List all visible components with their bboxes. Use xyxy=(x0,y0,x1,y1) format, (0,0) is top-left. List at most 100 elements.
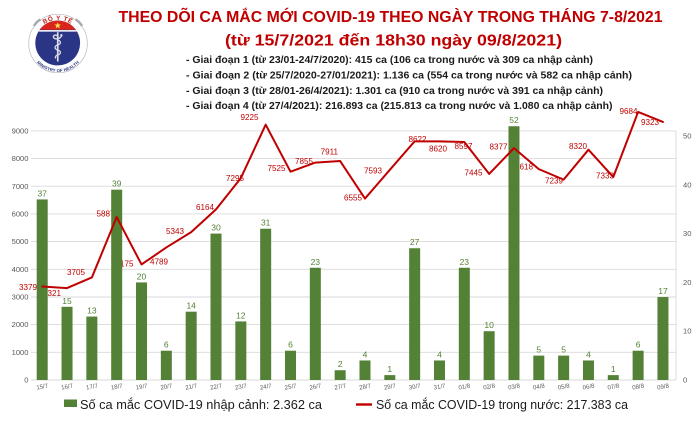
svg-text:1: 1 xyxy=(611,364,616,374)
svg-text:5343: 5343 xyxy=(166,227,185,236)
svg-text:7333: 7333 xyxy=(596,172,615,181)
svg-text:6164: 6164 xyxy=(196,203,215,212)
svg-text:39: 39 xyxy=(112,179,122,189)
svg-text:3321: 3321 xyxy=(43,289,62,298)
svg-text:06/8: 06/8 xyxy=(582,383,595,392)
svg-text:7525: 7525 xyxy=(267,164,286,173)
svg-text:08/8: 08/8 xyxy=(632,383,645,392)
svg-text:8377: 8377 xyxy=(489,143,508,152)
svg-text:03/8: 03/8 xyxy=(508,383,521,392)
svg-text:8622: 8622 xyxy=(408,135,427,144)
svg-text:4: 4 xyxy=(437,350,442,360)
svg-text:4175: 4175 xyxy=(115,260,134,269)
svg-text:07/8: 07/8 xyxy=(607,383,620,392)
svg-text:4: 4 xyxy=(363,350,368,360)
svg-text:6000: 6000 xyxy=(12,210,29,219)
svg-text:6: 6 xyxy=(288,340,293,350)
svg-text:7593: 7593 xyxy=(364,167,383,176)
svg-text:9000: 9000 xyxy=(12,127,29,136)
svg-text:- Giai đoạn 1 (từ 23/01-24/7/2: - Giai đoạn 1 (từ 23/01-24/7/2020): 415 … xyxy=(186,54,593,66)
svg-text:4789: 4789 xyxy=(150,258,169,267)
svg-text:1: 1 xyxy=(387,364,392,374)
svg-text:9684: 9684 xyxy=(619,107,638,116)
svg-text:52: 52 xyxy=(509,115,519,125)
svg-text:(từ 15/7/2021 đến 18h30 ngày 0: (từ 15/7/2021 đến 18h30 ngày 09/8/2021) xyxy=(225,33,562,50)
svg-text:Số ca mắc COVID-19 nhập cảnh:: Số ca mắc COVID-19 nhập cảnh: 2.362 ca xyxy=(80,397,322,412)
svg-text:20: 20 xyxy=(683,278,691,287)
svg-text:7855: 7855 xyxy=(295,157,314,166)
svg-text:3705: 3705 xyxy=(67,268,86,277)
svg-text:10: 10 xyxy=(484,320,494,330)
svg-text:15: 15 xyxy=(62,296,72,306)
svg-text:40: 40 xyxy=(683,180,691,189)
svg-text:5: 5 xyxy=(536,345,541,355)
svg-text:8000: 8000 xyxy=(12,154,29,163)
svg-text:20: 20 xyxy=(137,271,147,281)
svg-text:20/7: 20/7 xyxy=(160,383,173,392)
svg-text:21/7: 21/7 xyxy=(185,383,198,392)
svg-text:24/7: 24/7 xyxy=(259,383,272,392)
svg-text:7295: 7295 xyxy=(226,174,245,183)
svg-text:6555: 6555 xyxy=(344,194,363,203)
svg-text:04/8: 04/8 xyxy=(532,383,545,392)
svg-text:16/7: 16/7 xyxy=(61,383,74,392)
svg-text:26/7: 26/7 xyxy=(309,383,322,392)
svg-text:15/7: 15/7 xyxy=(36,383,49,392)
svg-text:7000: 7000 xyxy=(12,182,29,191)
svg-text:9225: 9225 xyxy=(240,113,259,122)
svg-text:28/7: 28/7 xyxy=(359,383,372,392)
svg-text:8320: 8320 xyxy=(569,142,588,151)
svg-text:30/7: 30/7 xyxy=(408,383,421,392)
svg-text:6: 6 xyxy=(636,340,641,350)
svg-text:27: 27 xyxy=(410,237,420,247)
svg-text:17: 17 xyxy=(658,286,668,296)
svg-text:1000: 1000 xyxy=(12,348,29,357)
svg-text:14: 14 xyxy=(186,301,196,311)
svg-text:THEO DÕI CA MẮC MỚI COVID-19 T: THEO DÕI CA MẮC MỚI COVID-19 THEO NGÀY T… xyxy=(119,6,663,26)
svg-text:10: 10 xyxy=(683,327,691,336)
svg-text:50: 50 xyxy=(683,132,691,141)
svg-text:05/8: 05/8 xyxy=(557,383,570,392)
svg-text:27/7: 27/7 xyxy=(334,383,347,392)
svg-text:BỘ Y TẾ: BỘ Y TẾ xyxy=(42,13,76,25)
svg-text:7239: 7239 xyxy=(545,177,564,186)
svg-text:37: 37 xyxy=(37,188,47,198)
svg-text:4000: 4000 xyxy=(12,265,29,274)
svg-text:30: 30 xyxy=(683,229,691,238)
svg-text:19/7: 19/7 xyxy=(135,383,148,392)
svg-text:23/7: 23/7 xyxy=(234,383,247,392)
svg-text:17/7: 17/7 xyxy=(86,383,99,392)
svg-text:- Giai đoạn 3 (từ 28/01-26/4/2: - Giai đoạn 3 (từ 28/01-26/4/2021): 1.30… xyxy=(186,85,603,97)
svg-text:25/7: 25/7 xyxy=(284,383,297,392)
svg-text:7911: 7911 xyxy=(321,147,339,156)
svg-text:22/7: 22/7 xyxy=(210,383,223,392)
svg-text:5887: 5887 xyxy=(96,210,115,219)
svg-text:31/7: 31/7 xyxy=(433,383,446,392)
svg-text:30: 30 xyxy=(211,223,221,233)
svg-text:0: 0 xyxy=(24,376,28,385)
svg-text:3000: 3000 xyxy=(12,293,29,302)
svg-text:23: 23 xyxy=(460,257,470,267)
svg-text:01/8: 01/8 xyxy=(458,383,471,392)
svg-text:Số ca mắc COVID-19 trong nước:: Số ca mắc COVID-19 trong nước: 217.383 c… xyxy=(376,397,628,412)
svg-text:6: 6 xyxy=(164,340,169,350)
svg-text:13: 13 xyxy=(87,306,97,316)
svg-text:29/7: 29/7 xyxy=(383,383,396,392)
svg-text:31: 31 xyxy=(261,218,271,228)
svg-text:2: 2 xyxy=(338,359,343,369)
svg-text:3379: 3379 xyxy=(19,283,38,292)
svg-text:12: 12 xyxy=(236,310,246,320)
svg-text:- Giai đoạn 4 (từ 27/4/2021):: - Giai đoạn 4 (từ 27/4/2021): 216.893 ca… xyxy=(186,100,613,112)
svg-text:5: 5 xyxy=(561,345,566,355)
svg-text:09/8: 09/8 xyxy=(657,383,670,392)
svg-text:5000: 5000 xyxy=(12,237,29,246)
svg-text:02/8: 02/8 xyxy=(483,383,496,392)
svg-text:0: 0 xyxy=(683,376,687,385)
svg-text:18/7: 18/7 xyxy=(110,383,123,392)
svg-text:- Giai đoạn 2 (từ 25/7/2020-27: - Giai đoạn 2 (từ 25/7/2020-27/01/2021):… xyxy=(186,70,632,82)
svg-text:7445: 7445 xyxy=(464,169,483,178)
svg-text:4: 4 xyxy=(586,350,591,360)
svg-text:7618: 7618 xyxy=(515,163,534,172)
svg-text:23: 23 xyxy=(311,257,321,267)
svg-text:2000: 2000 xyxy=(12,320,29,329)
